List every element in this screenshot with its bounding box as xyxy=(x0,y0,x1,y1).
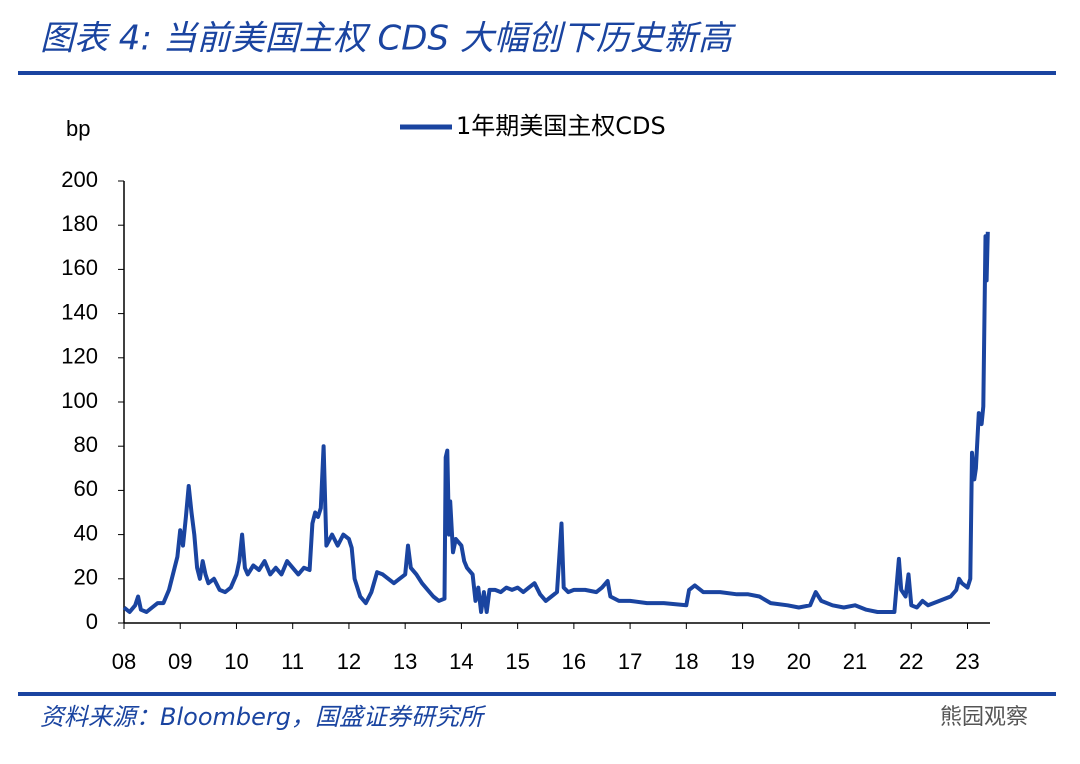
legend-label: 1年期美国主权CDS xyxy=(456,112,666,140)
x-tick-label: 22 xyxy=(899,649,923,674)
x-tick-label: 08 xyxy=(112,649,136,674)
y-tick-label: 120 xyxy=(61,344,98,369)
x-tick-label: 23 xyxy=(955,649,979,674)
y-tick-label: 80 xyxy=(74,432,98,457)
title-rule xyxy=(18,71,1056,75)
x-tick-label: 19 xyxy=(730,649,754,674)
x-tick-label: 09 xyxy=(168,649,192,674)
y-tick-label: 140 xyxy=(61,299,98,324)
x-tick-label: 10 xyxy=(224,649,248,674)
data-line xyxy=(122,231,990,614)
x-tick-label: 20 xyxy=(787,649,811,674)
y-tick-label: 200 xyxy=(61,167,98,192)
chart-title: 图表 4: 当前美国主权 CDS 大幅创下历史新高 xyxy=(40,19,737,59)
y-tick-label: 0 xyxy=(86,609,98,634)
x-tick-label: 18 xyxy=(674,649,698,674)
y-tick-label: 40 xyxy=(74,520,98,545)
x-tick-label: 14 xyxy=(449,649,473,674)
source-note: 资料来源：Bloomberg，国盛证券研究所 xyxy=(40,703,487,731)
x-tick-label: 21 xyxy=(843,649,867,674)
y-tick-label: 20 xyxy=(74,565,98,590)
y-tick-label: 180 xyxy=(61,211,98,236)
x-tick-label: 17 xyxy=(618,649,642,674)
x-tick-label: 12 xyxy=(337,649,361,674)
y-tick-label: 60 xyxy=(74,476,98,501)
x-tick-label: 13 xyxy=(393,649,417,674)
x-tick-label: 16 xyxy=(562,649,586,674)
footer-rule xyxy=(18,692,1056,696)
watermark: 熊园观察 xyxy=(940,705,1028,730)
y-tick-label: 160 xyxy=(61,255,98,280)
y-tick-label: 100 xyxy=(61,388,98,413)
x-tick-label: 15 xyxy=(505,649,529,674)
x-tick-label: 11 xyxy=(281,649,304,674)
y-axis-label: bp xyxy=(66,116,90,141)
